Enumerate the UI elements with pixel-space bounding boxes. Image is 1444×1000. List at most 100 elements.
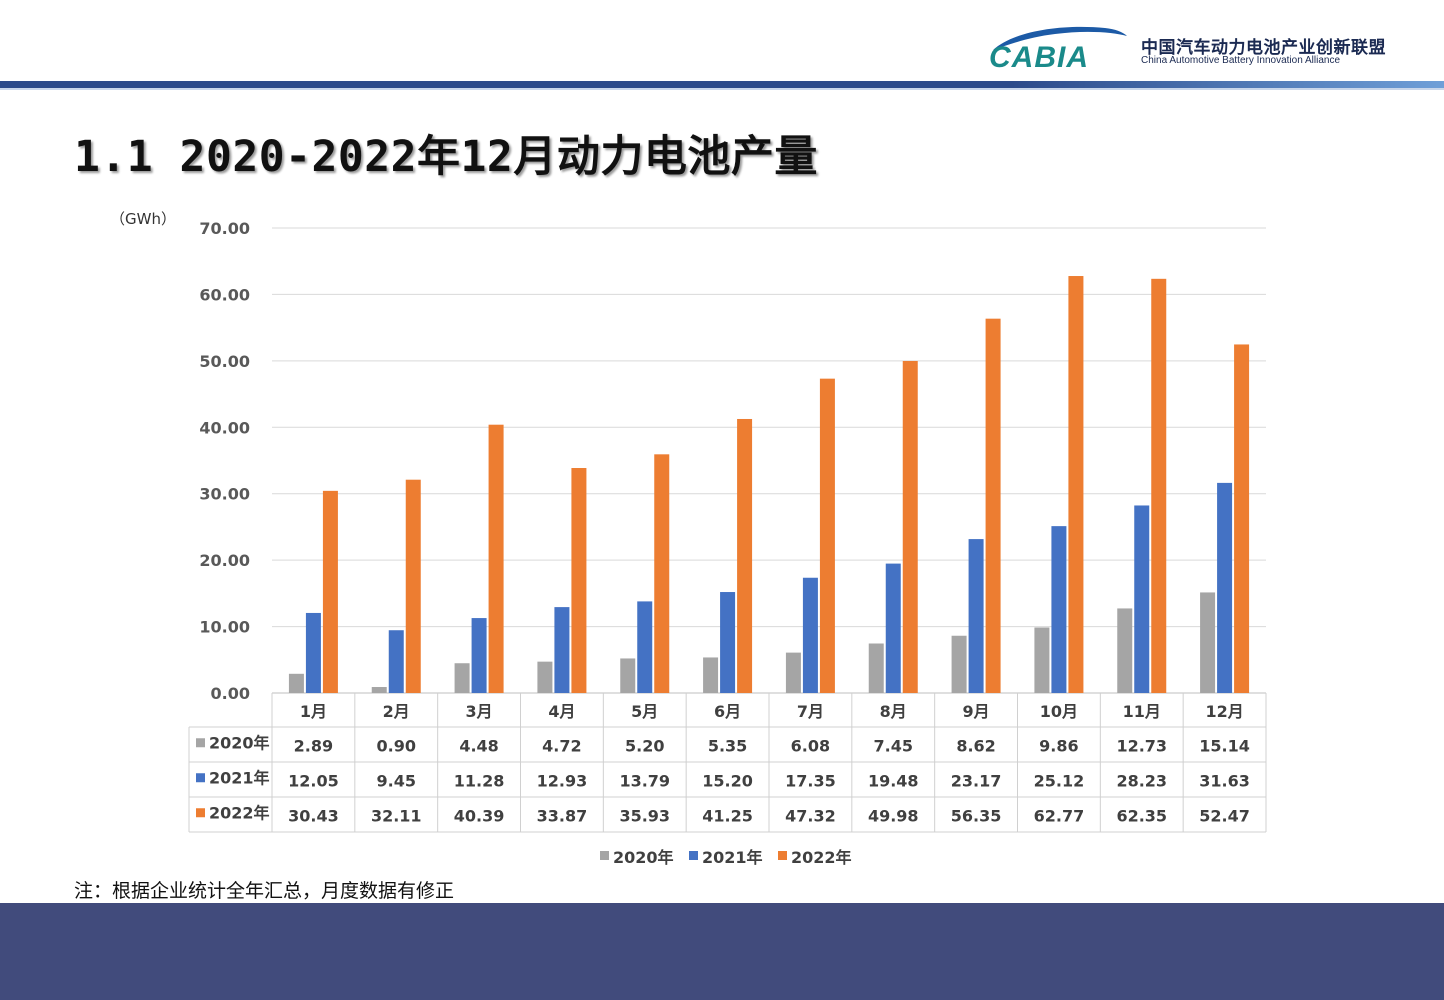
y-tick-label: 10.00 xyxy=(199,618,250,637)
org-name-en: China Automotive Battery Innovation Alli… xyxy=(1141,55,1341,66)
logo-wordmark: CABIA xyxy=(989,41,1089,72)
data-label: 23.17 xyxy=(951,771,1002,790)
bar-2021年-6月 xyxy=(720,592,736,693)
data-label: 30.43 xyxy=(288,806,339,825)
table-series-label: 2020年 xyxy=(209,733,270,752)
table-legend-key-2022年 xyxy=(196,808,205,818)
x-category-label: 4月 xyxy=(548,702,575,721)
bar-2021年-10月 xyxy=(1051,526,1067,693)
y-tick-label: 60.00 xyxy=(199,285,250,304)
bar-2022年-12月 xyxy=(1234,344,1250,693)
data-label: 4.48 xyxy=(459,736,498,755)
data-label: 11.28 xyxy=(454,771,505,790)
bar-2021年-11月 xyxy=(1134,505,1150,693)
org-name-cn: 中国汽车动力电池产业创新联盟 xyxy=(1141,38,1386,58)
bar-2020年-6月 xyxy=(703,657,719,693)
bar-2021年-7月 xyxy=(802,577,818,693)
y-tick-label: 70.00 xyxy=(199,219,250,238)
footnote: 注：根据企业统计全年汇总，月度数据有修正 xyxy=(74,880,455,902)
y-tick-label: 30.00 xyxy=(199,485,250,504)
bar-2022年-5月 xyxy=(654,454,670,693)
data-label: 7.45 xyxy=(874,736,913,755)
data-label: 62.35 xyxy=(1116,806,1167,825)
footer-band xyxy=(0,903,1444,1000)
y-tick-label: 0.00 xyxy=(211,684,250,703)
bar-2020年-4月 xyxy=(537,661,553,693)
x-category-label: 8月 xyxy=(880,702,907,721)
table-series-label: 2022年 xyxy=(209,803,270,822)
legend-key-2022年 xyxy=(778,851,787,860)
bar-2020年-11月 xyxy=(1117,608,1133,693)
bar-2021年-9月 xyxy=(968,539,984,693)
bar-2022年-1月 xyxy=(322,490,338,693)
bar-2020年-7月 xyxy=(785,652,801,693)
data-label: 5.20 xyxy=(625,736,664,755)
data-label: 5.35 xyxy=(708,736,747,755)
data-label: 15.14 xyxy=(1199,736,1250,755)
header-bar xyxy=(0,81,1444,88)
data-label: 12.73 xyxy=(1116,736,1167,755)
bar-2020年-10月 xyxy=(1034,627,1050,693)
bar-2021年-4月 xyxy=(554,607,570,693)
x-category-label: 2月 xyxy=(383,702,410,721)
page-title: 1.1 2020-2022年12月动力电池产量 xyxy=(74,132,818,182)
legend-label: 2021年 xyxy=(702,848,763,867)
bar-2022年-8月 xyxy=(902,360,918,693)
x-category-label: 11月 xyxy=(1123,702,1161,721)
bar-2020年-8月 xyxy=(868,643,884,693)
x-category-label: 7月 xyxy=(797,702,824,721)
table-legend-key-2021年 xyxy=(196,773,205,783)
data-label: 15.20 xyxy=(702,771,753,790)
data-label: 33.87 xyxy=(537,806,588,825)
data-label: 9.86 xyxy=(1039,736,1078,755)
y-tick-label: 20.00 xyxy=(199,551,250,570)
bar-2022年-4月 xyxy=(571,468,587,693)
data-label: 47.32 xyxy=(785,806,836,825)
data-label: 28.23 xyxy=(1116,771,1167,790)
cabia-logo: CABIA 中国汽车动力电池产业创新联盟 China Automotive Ba… xyxy=(985,20,1405,80)
y-axis-unit-label: （GWh） xyxy=(110,210,176,228)
bar-2022年-2月 xyxy=(405,479,421,693)
data-label: 40.39 xyxy=(454,806,505,825)
data-label: 56.35 xyxy=(951,806,1002,825)
y-tick-label: 50.00 xyxy=(199,352,250,371)
data-label: 49.98 xyxy=(868,806,919,825)
bar-2020年-3月 xyxy=(454,663,470,693)
data-label: 8.62 xyxy=(956,736,995,755)
bar-2022年-10月 xyxy=(1068,276,1084,693)
data-label: 4.72 xyxy=(542,736,581,755)
data-label: 62.77 xyxy=(1034,806,1085,825)
data-label: 35.93 xyxy=(619,806,670,825)
bar-2022年-6月 xyxy=(737,418,753,693)
x-category-label: 10月 xyxy=(1040,702,1078,721)
x-category-label: 6月 xyxy=(714,702,741,721)
data-label: 52.47 xyxy=(1199,806,1250,825)
bar-2021年-8月 xyxy=(885,563,901,693)
data-label: 13.79 xyxy=(619,771,670,790)
cabia-logo-mark: CABIA xyxy=(989,26,1127,72)
x-category-label: 9月 xyxy=(963,702,990,721)
table-series-label: 2021年 xyxy=(209,768,270,787)
x-category-label: 12月 xyxy=(1205,702,1243,721)
bar-2021年-1月 xyxy=(305,612,321,693)
bar-2022年-3月 xyxy=(488,424,504,693)
data-label: 17.35 xyxy=(785,771,836,790)
bar-2020年-9月 xyxy=(951,635,967,693)
bar-2021年-3月 xyxy=(471,618,487,693)
bar-2020年-12月 xyxy=(1200,592,1216,693)
legend-key-2020年 xyxy=(600,851,609,860)
data-label: 2.89 xyxy=(294,736,333,755)
production-bar-chart: 0.00 10.00 20.00 30.00 40.00 50.00 60.00 70.00 1… xyxy=(188,219,1267,867)
legend-key-2021年 xyxy=(689,851,698,860)
data-label: 25.12 xyxy=(1034,771,1085,790)
bar-2020年-5月 xyxy=(620,658,636,693)
data-label: 9.45 xyxy=(377,771,416,790)
data-label: 32.11 xyxy=(371,806,422,825)
header-underline xyxy=(0,88,1444,90)
data-label: 19.48 xyxy=(868,771,919,790)
data-label: 12.05 xyxy=(288,771,339,790)
data-label: 12.93 xyxy=(537,771,588,790)
legend-label: 2022年 xyxy=(791,848,852,867)
bar-2020年-2月 xyxy=(371,687,387,693)
x-category-label: 5月 xyxy=(631,702,658,721)
